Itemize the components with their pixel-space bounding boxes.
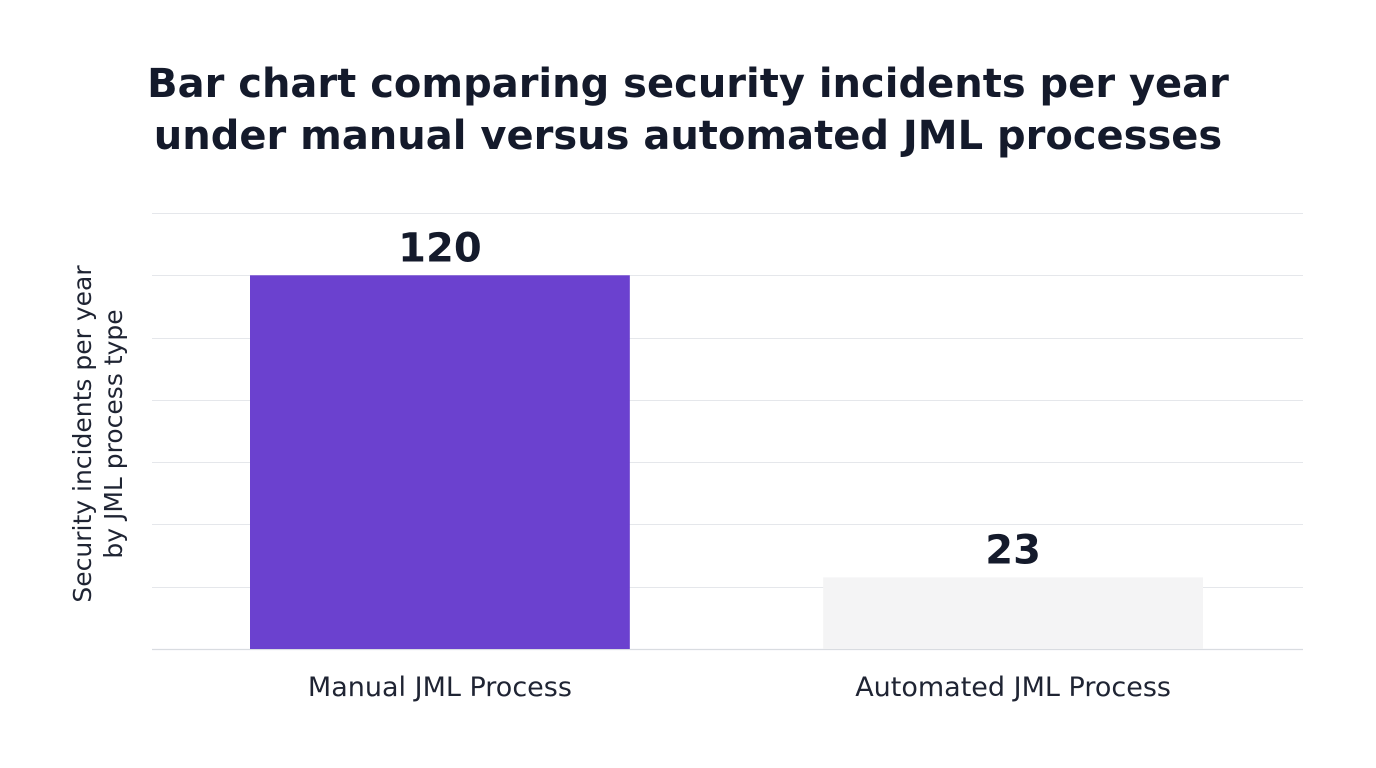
x-tick-label: Automated JML Process bbox=[855, 672, 1171, 703]
data-label: 120 bbox=[398, 225, 482, 271]
data-label: 23 bbox=[985, 527, 1041, 573]
x-tick-label: Manual JML Process bbox=[308, 672, 572, 703]
bar-manual-jml-process bbox=[250, 275, 630, 649]
chart-title: Bar chart comparing security incidents p… bbox=[0, 58, 1376, 162]
x-tick-labels: Manual JML Process Automated JML Process bbox=[308, 672, 1171, 703]
chart-title-line-1: Bar chart comparing security incidents p… bbox=[147, 61, 1229, 107]
chart-title-line-2: under manual versus automated JML proces… bbox=[153, 113, 1223, 159]
bars bbox=[250, 275, 1203, 649]
bar-automated-jml-process bbox=[823, 577, 1203, 649]
data-labels: 120 23 bbox=[398, 225, 1041, 573]
